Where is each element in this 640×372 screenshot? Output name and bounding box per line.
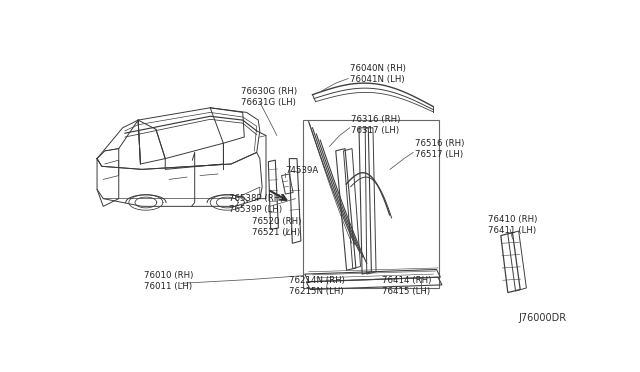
Text: 76316 (RH)
76317 (LH): 76316 (RH) 76317 (LH) (351, 115, 401, 135)
Text: 76010 (RH)
76011 (LH): 76010 (RH) 76011 (LH) (143, 271, 193, 291)
Text: 74539A: 74539A (285, 166, 319, 174)
Text: 76516 (RH)
76517 (LH): 76516 (RH) 76517 (LH) (415, 139, 464, 160)
Text: 76414 (RH)
76415 (LH): 76414 (RH) 76415 (LH) (382, 276, 431, 296)
Text: 76040N (RH)
76041N (LH): 76040N (RH) 76041N (LH) (349, 64, 406, 84)
Text: 76630G (RH)
76631G (LH): 76630G (RH) 76631G (LH) (241, 87, 298, 107)
Text: 76538P (RH)
76539P (LH): 76538P (RH) 76539P (LH) (229, 194, 284, 214)
Text: J76000DR: J76000DR (518, 313, 566, 323)
Text: 76214N (RH)
76215N (LH): 76214N (RH) 76215N (LH) (289, 276, 345, 296)
Text: 76410 (RH)
76411 (LH): 76410 (RH) 76411 (LH) (488, 215, 538, 235)
Text: 76520 (RH)
76521 (LH): 76520 (RH) 76521 (LH) (252, 217, 301, 237)
Bar (303, 120, 439, 288)
